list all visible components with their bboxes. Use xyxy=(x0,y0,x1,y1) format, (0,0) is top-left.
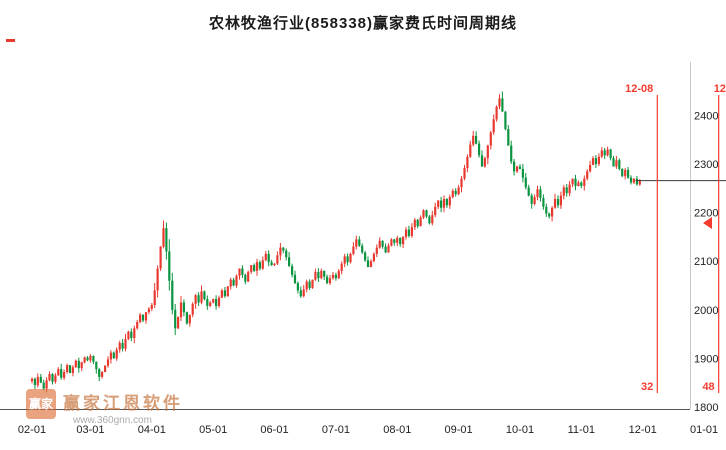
svg-text:2300: 2300 xyxy=(694,159,718,171)
fib-date-label: 12-30 xyxy=(714,83,726,95)
svg-text:05-01: 05-01 xyxy=(199,424,227,436)
price-arrow-marker xyxy=(703,217,712,229)
svg-text:1900: 1900 xyxy=(694,353,718,365)
svg-text:11-01: 11-01 xyxy=(568,424,595,436)
svg-text:02-01: 02-01 xyxy=(18,424,46,436)
fib-time-lines: 12-08 32 12-30 48 xyxy=(625,83,726,393)
y-axis-labels: 2400 2300 2200 2100 2000 1900 1800 xyxy=(694,111,718,415)
candles xyxy=(30,91,641,393)
svg-text:01-01: 01-01 xyxy=(690,424,718,436)
svg-text:1800: 1800 xyxy=(694,402,718,414)
x-axis-labels: 02-01 03-01 04-01 05-01 06-01 07-01 08-01 09-01… xyxy=(18,424,718,436)
svg-text:2000: 2000 xyxy=(694,305,718,317)
fib-count-label: 48 xyxy=(702,381,714,393)
legend-dash xyxy=(6,39,15,42)
chart-title: 农林牧渔行业(858338)赢家费氏时间周期线 xyxy=(208,15,518,32)
fib-count-label: 32 xyxy=(641,381,653,393)
svg-text:2100: 2100 xyxy=(694,256,718,268)
svg-text:2400: 2400 xyxy=(694,111,718,123)
fib-date-label: 12-08 xyxy=(625,83,653,95)
svg-text:06-01: 06-01 xyxy=(260,424,288,436)
svg-text:08-01: 08-01 xyxy=(383,424,411,436)
svg-text:12-01: 12-01 xyxy=(629,424,657,436)
svg-text:03-01: 03-01 xyxy=(76,424,104,436)
svg-text:2200: 2200 xyxy=(694,208,718,220)
svg-text:10-01: 10-01 xyxy=(506,424,534,436)
svg-text:04-01: 04-01 xyxy=(138,424,166,436)
svg-text:07-01: 07-01 xyxy=(322,424,350,436)
svg-text:09-01: 09-01 xyxy=(445,424,473,436)
